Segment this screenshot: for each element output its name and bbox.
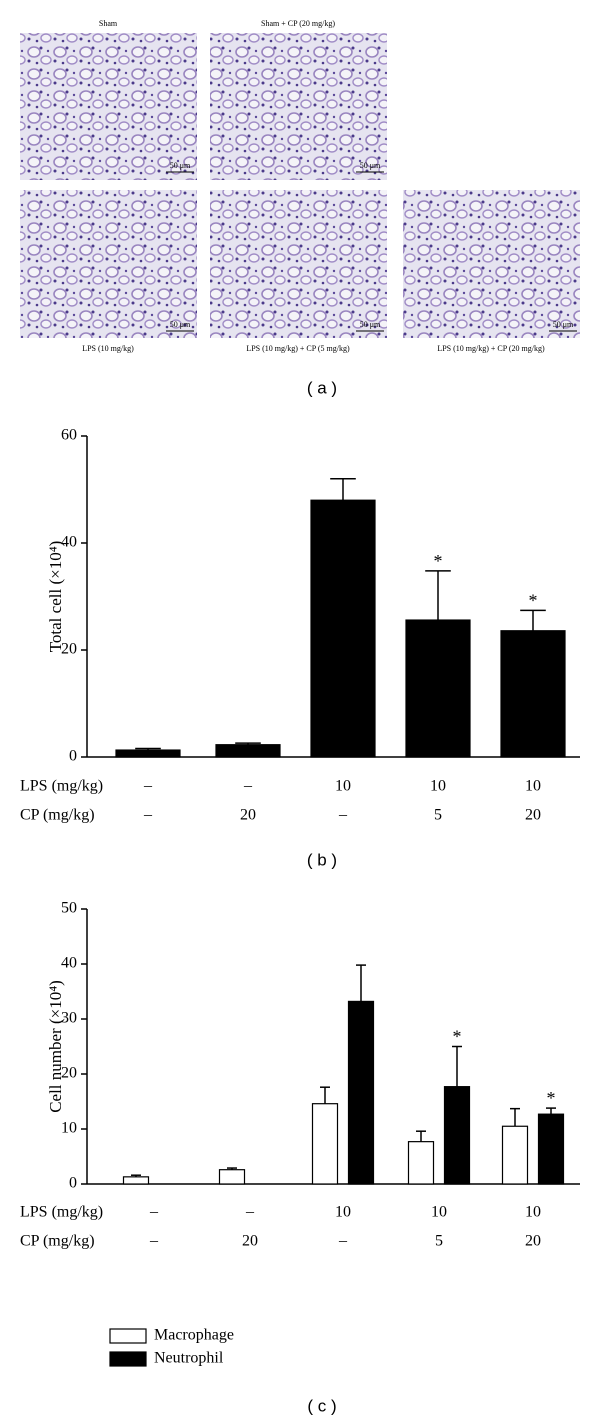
y-tick-label: 20 bbox=[61, 641, 77, 658]
y-tick-label: 0 bbox=[69, 748, 77, 765]
y-tick-label: 0 bbox=[69, 1175, 77, 1192]
x-row-value: 10 bbox=[430, 778, 446, 795]
image-label: LPS (10 mg/kg) + CP (20 mg/kg) bbox=[437, 344, 545, 353]
y-tick-label: 60 bbox=[61, 427, 77, 444]
histology-image bbox=[20, 33, 197, 180]
x-row-value: – bbox=[243, 778, 253, 795]
significance: * bbox=[529, 591, 538, 611]
bar bbox=[537, 1113, 565, 1185]
scale-label: 50 μm bbox=[360, 161, 381, 170]
panel-label: ( b ) bbox=[307, 850, 337, 869]
scale-label: 50 μm bbox=[553, 320, 574, 329]
x-row-value: 20 bbox=[242, 1233, 258, 1250]
x-row-value: – bbox=[149, 1204, 159, 1221]
x-row-label: LPS (mg/kg) bbox=[20, 1204, 103, 1221]
legend-label: Neutrophil bbox=[154, 1350, 224, 1367]
y-tick-label: 50 bbox=[61, 900, 77, 917]
image-label: LPS (10 mg/kg) bbox=[82, 344, 134, 353]
scale-label: 50 μm bbox=[170, 161, 191, 170]
legend-swatch bbox=[109, 1328, 147, 1344]
x-row-value: 20 bbox=[525, 807, 541, 824]
bar bbox=[443, 1086, 471, 1185]
x-row-value: – bbox=[149, 1233, 159, 1250]
x-row-value: 10 bbox=[335, 778, 351, 795]
y-tick-label: 40 bbox=[61, 534, 77, 551]
x-row-value: – bbox=[143, 807, 153, 824]
x-row-value: – bbox=[245, 1204, 255, 1221]
bar bbox=[407, 1141, 435, 1185]
y-axis-title: Cell number (×10⁴) bbox=[46, 980, 65, 1113]
x-row-value: 5 bbox=[434, 807, 442, 824]
bar bbox=[311, 1103, 339, 1185]
image-label: Sham bbox=[99, 19, 118, 28]
bar bbox=[501, 1125, 529, 1185]
scale-label: 50 μm bbox=[360, 320, 381, 329]
histology-image bbox=[210, 33, 387, 180]
histology-image bbox=[210, 190, 387, 338]
x-row-value: 20 bbox=[525, 1233, 541, 1250]
y-tick-label: 10 bbox=[61, 1120, 77, 1137]
panel-label: ( c ) bbox=[307, 1396, 336, 1415]
scale-label: 50 μm bbox=[170, 320, 191, 329]
bar bbox=[115, 749, 181, 758]
x-row-value: 10 bbox=[525, 1204, 541, 1221]
x-row-label: CP (mg/kg) bbox=[20, 1233, 95, 1250]
x-row-value: – bbox=[338, 807, 348, 824]
y-axis-title: Total cell (×10⁴) bbox=[46, 541, 65, 653]
x-row-value: – bbox=[338, 1233, 348, 1250]
bar bbox=[405, 619, 471, 758]
histology-image bbox=[403, 190, 580, 338]
legend-swatch bbox=[109, 1351, 147, 1367]
x-row-value: 20 bbox=[240, 807, 256, 824]
x-row-label: CP (mg/kg) bbox=[20, 807, 95, 824]
x-row-label: LPS (mg/kg) bbox=[20, 778, 103, 795]
bar bbox=[218, 1169, 246, 1185]
panel-label: ( a ) bbox=[307, 378, 337, 397]
image-label: Sham + CP (20 mg/kg) bbox=[261, 19, 335, 28]
legend-label: Macrophage bbox=[154, 1327, 234, 1344]
bar bbox=[122, 1176, 150, 1185]
y-tick-label: 40 bbox=[61, 955, 77, 972]
y-tick-label: 20 bbox=[61, 1065, 77, 1082]
x-row-value: 5 bbox=[435, 1233, 443, 1250]
x-row-value: 10 bbox=[525, 778, 541, 795]
histology-image bbox=[20, 190, 197, 338]
x-row-value: 10 bbox=[431, 1204, 447, 1221]
x-row-value: 10 bbox=[335, 1204, 351, 1221]
bar bbox=[500, 630, 566, 758]
significance: * bbox=[453, 1027, 462, 1047]
bar bbox=[310, 499, 376, 758]
significance: * bbox=[434, 551, 443, 571]
x-row-value: – bbox=[143, 778, 153, 795]
scale-bars bbox=[166, 171, 577, 332]
significance: * bbox=[547, 1088, 556, 1108]
bar bbox=[215, 744, 281, 758]
y-tick-label: 30 bbox=[61, 1010, 77, 1027]
image-label: LPS (10 mg/kg) + CP (5 mg/kg) bbox=[246, 344, 350, 353]
bar bbox=[347, 1000, 375, 1185]
